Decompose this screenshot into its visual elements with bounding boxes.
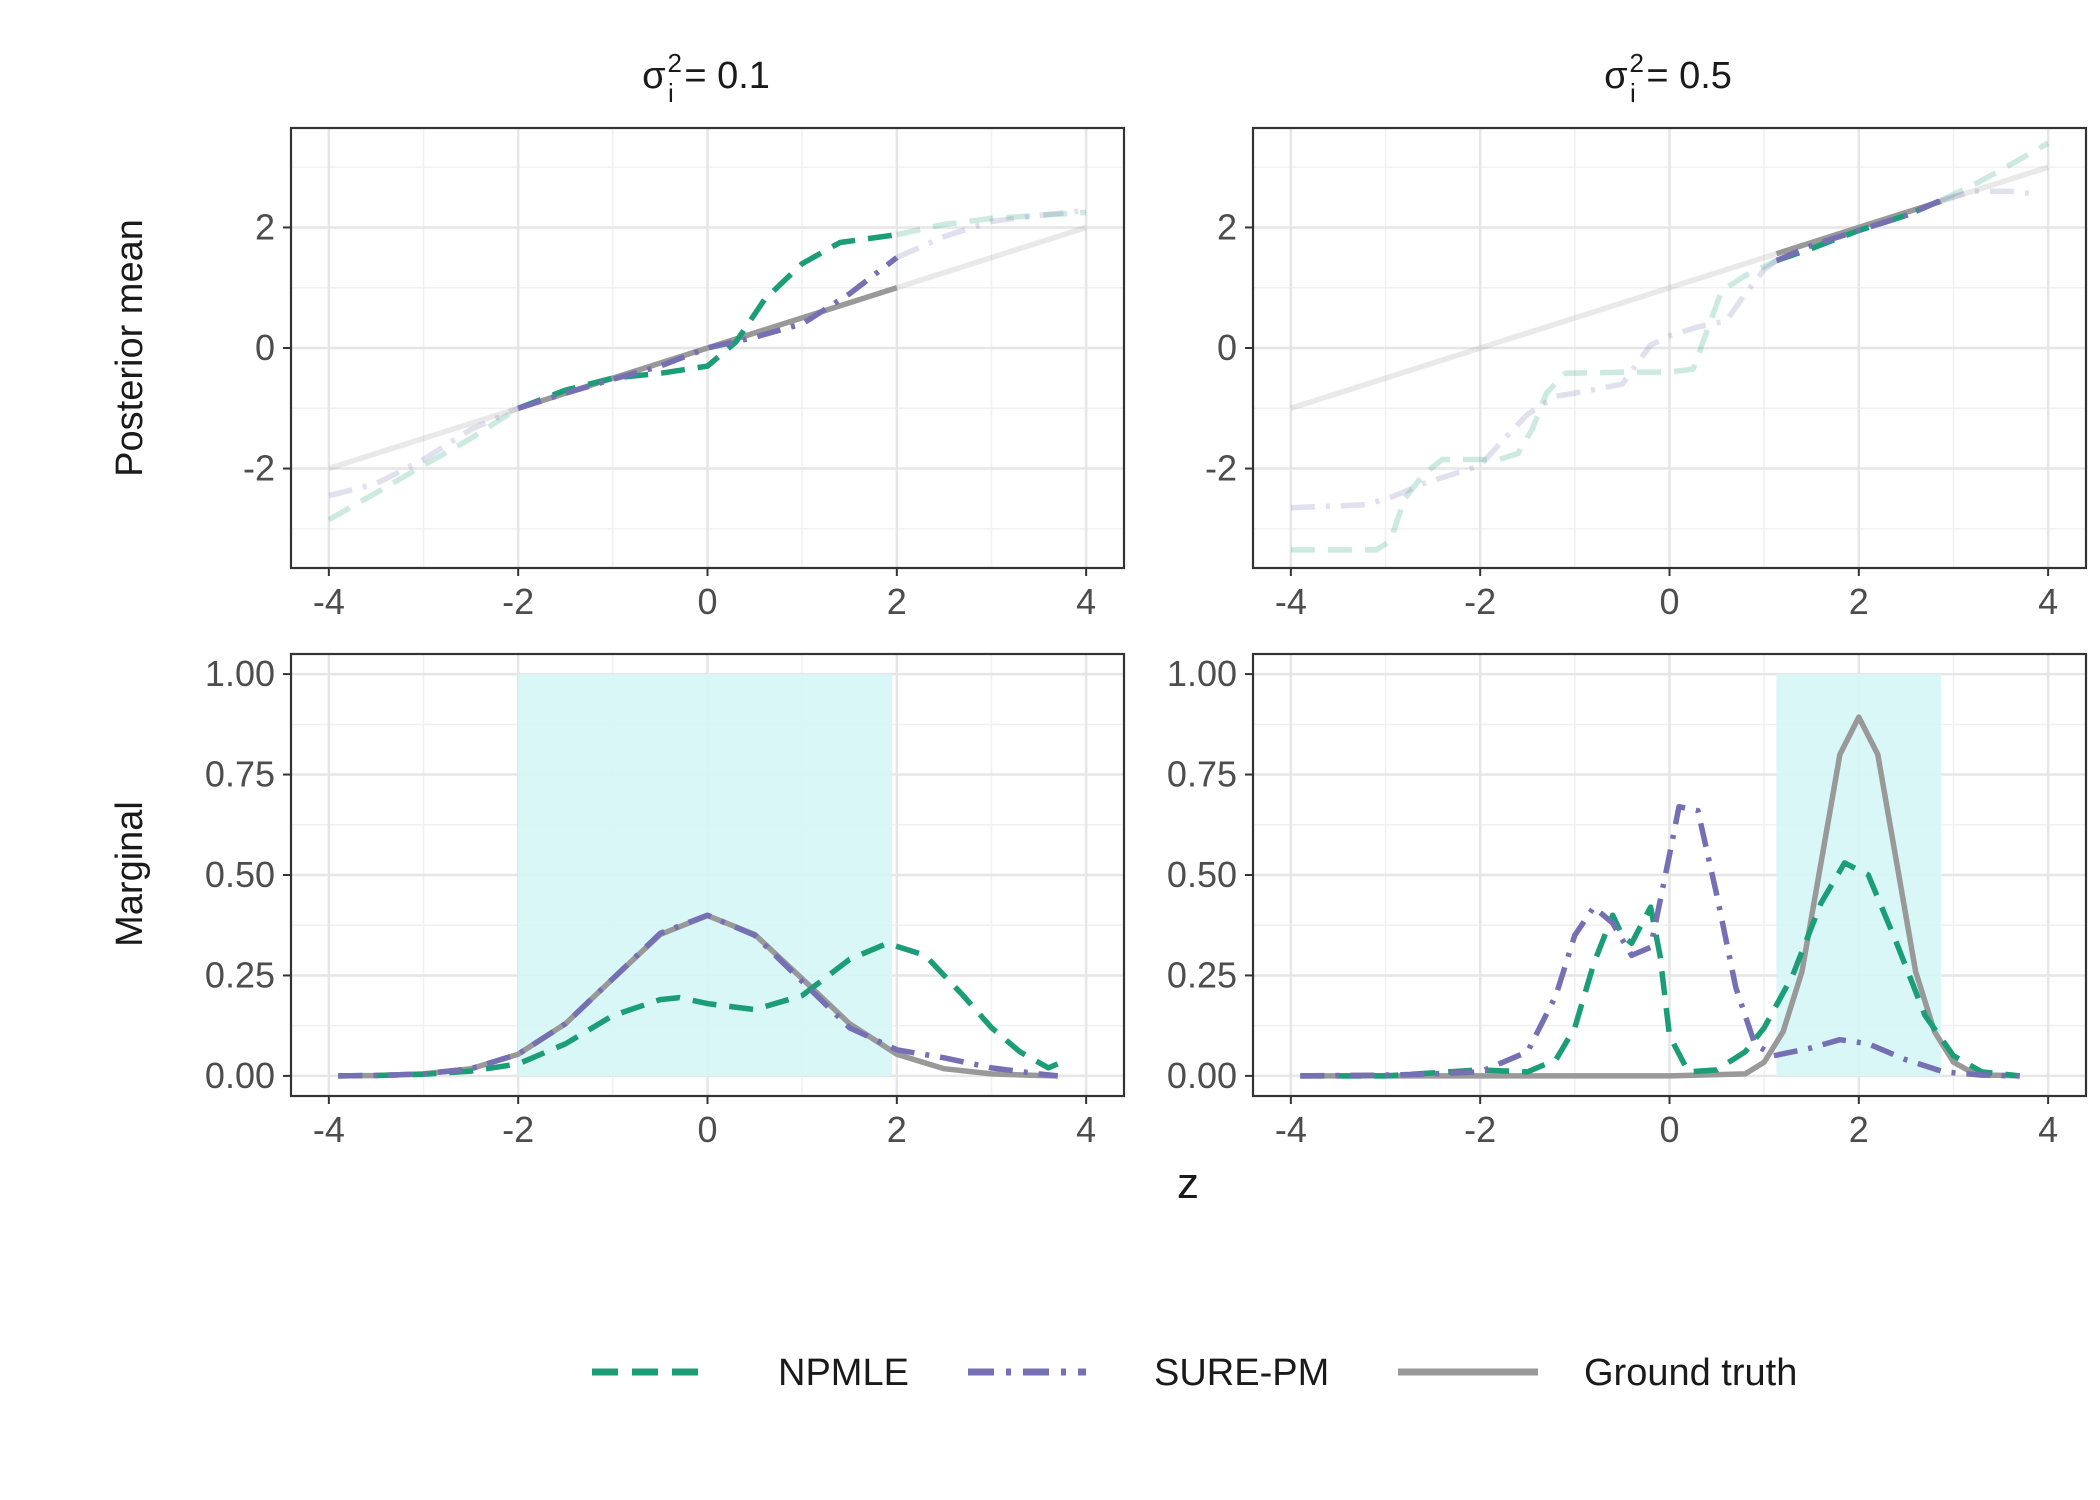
y-tick-label: 2 xyxy=(255,206,275,247)
series-line-sure-pm xyxy=(1300,803,2020,1079)
y-tick-label: 0.00 xyxy=(1167,1055,1237,1096)
title-rest: = 0.5 xyxy=(1636,55,1732,97)
x-tick-label: -2 xyxy=(1464,1109,1496,1150)
x-tick-label: 0 xyxy=(697,1109,717,1150)
x-tick-label: 4 xyxy=(1076,581,1096,622)
title-subscript: i xyxy=(668,78,674,108)
series-line-ground-truth-faded xyxy=(1290,251,1778,411)
title-superscript: 2 xyxy=(1630,48,1644,78)
x-tick-label: 4 xyxy=(2038,581,2058,622)
title-symbol: σ xyxy=(1604,55,1627,97)
x-tick-label: -4 xyxy=(313,1109,345,1150)
title-rest: = 0.1 xyxy=(674,55,770,97)
x-tick-label: -4 xyxy=(1275,581,1307,622)
x-axis-label: z xyxy=(1177,1159,1199,1208)
y-tick-label: 0.00 xyxy=(205,1055,275,1096)
legend-label-ground-truth: Ground truth xyxy=(1584,1352,1797,1394)
column-title-left: σ2 i = 0.1 xyxy=(642,48,770,108)
series-line-npmle-faded xyxy=(896,209,1087,238)
panel-bottom-right: -4 -2 0 2 4 0.00 0.25 0.50 0.75 1.00 xyxy=(1167,652,2088,1150)
x-tick-label: -2 xyxy=(502,581,534,622)
highlight-region xyxy=(1776,674,1942,1076)
series-group xyxy=(327,207,1087,523)
series-line-ground-truth-faded xyxy=(895,224,1087,291)
y-tick-label: 1.00 xyxy=(1167,653,1237,694)
column-title-right: σ2 i = 0.5 xyxy=(1604,48,1732,108)
x-tick-label: 4 xyxy=(1076,1109,1096,1150)
row-label-marginal: Marginal xyxy=(109,801,151,947)
y-tick-label: -2 xyxy=(1205,448,1237,489)
panel-top-right: -4 -2 0 2 4 -2 0 2 xyxy=(1205,126,2088,622)
series-line-npmle xyxy=(1300,860,2020,1079)
panel-bottom-left: -4 -2 0 2 4 0.00 0.25 0.50 0.75 1.00 xyxy=(205,652,1126,1150)
x-tick-label: 0 xyxy=(1659,581,1679,622)
x-tick-label: 2 xyxy=(887,1109,907,1150)
legend-label-npmle: NPMLE xyxy=(778,1352,909,1394)
series-line-sure-pm-faded xyxy=(895,207,1087,261)
row-label-posterior-mean: Posterior mean xyxy=(109,219,151,477)
y-tick-label: 1.00 xyxy=(205,653,275,694)
y-tick-label: 0.75 xyxy=(1167,754,1237,795)
legend-label-sure-pm: SURE-PM xyxy=(1154,1352,1329,1394)
x-tick-label: -4 xyxy=(313,581,345,622)
series-line-sure-pm-faded xyxy=(328,405,520,499)
series-line-ground-truth-faded xyxy=(328,405,520,472)
x-tick-label: 4 xyxy=(2038,1109,2058,1150)
series-line-npmle-faded xyxy=(1940,140,2050,203)
x-tick-label: 0 xyxy=(1659,1109,1679,1150)
svg-text:σ2i = 0.1: σ2 i = 0.1 xyxy=(642,48,770,108)
y-tick-label: 0.25 xyxy=(205,954,275,995)
series-group xyxy=(1290,140,2050,553)
series-line-sure-pm-faded xyxy=(1940,188,2039,203)
y-tick-label: 0.25 xyxy=(1167,954,1237,995)
title-symbol: σ xyxy=(642,55,665,97)
series-line-sure-pm-faded xyxy=(1290,258,1779,511)
series-line-ground-truth xyxy=(1775,198,1943,257)
x-tick-label: -2 xyxy=(1464,581,1496,622)
series-line-ground-truth-faded xyxy=(1940,164,2049,204)
y-tick-label: 0 xyxy=(255,327,275,368)
x-tick-label: 2 xyxy=(1849,581,1869,622)
series-group xyxy=(1300,714,2020,1079)
y-tick-label: 2 xyxy=(1217,206,1237,247)
y-tick-label: 0.50 xyxy=(205,854,275,895)
series-line-ground-truth xyxy=(1300,714,2020,1079)
legend: NPMLE SURE-PM Ground truth xyxy=(592,1352,1797,1394)
x-tick-label: 2 xyxy=(1849,1109,1869,1150)
series-line-npmle xyxy=(517,231,898,411)
title-superscript: 2 xyxy=(668,48,682,78)
y-tick-label: 0.75 xyxy=(205,754,275,795)
series-line-npmle-faded xyxy=(1290,258,1778,553)
y-tick-label: 0.50 xyxy=(1167,854,1237,895)
x-tick-label: -4 xyxy=(1275,1109,1307,1150)
x-tick-label: 0 xyxy=(697,581,717,622)
series-line-npmle xyxy=(338,940,1059,1079)
x-tick-label: 2 xyxy=(887,581,907,622)
series-line-sure-pm xyxy=(338,912,1058,1079)
series-line-sure-pm xyxy=(1775,197,1943,264)
x-tick-label: -2 xyxy=(502,1109,534,1150)
y-tick-label: 0 xyxy=(1217,327,1237,368)
panel-top-left: -4 -2 0 2 4 -2 0 2 xyxy=(243,126,1126,622)
svg-text:σ2i = 0.5: σ2 i = 0.5 xyxy=(1604,48,1732,108)
y-tick-label: -2 xyxy=(243,448,275,489)
title-subscript: i xyxy=(1630,78,1636,108)
series-group xyxy=(338,912,1059,1079)
series-line-sure-pm xyxy=(517,255,899,411)
